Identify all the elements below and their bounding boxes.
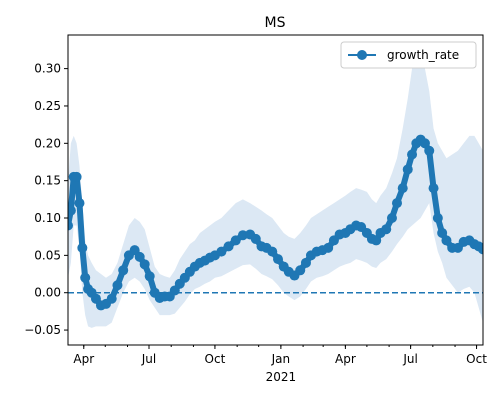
- legend-label: growth_rate: [387, 48, 459, 62]
- x-tick-label: Oct: [466, 352, 487, 366]
- data-point: [134, 251, 145, 262]
- data-point: [441, 235, 452, 246]
- y-tick-label: 0.25: [34, 99, 61, 113]
- y-tick-label: 0.00: [34, 286, 61, 300]
- data-point: [74, 198, 85, 209]
- data-point: [402, 164, 413, 175]
- data-point: [300, 257, 311, 268]
- x-tick-label: Oct: [205, 352, 226, 366]
- y-tick-label: 0.20: [34, 136, 61, 150]
- data-point: [71, 171, 82, 182]
- axes-frame: [67, 34, 484, 346]
- data-point: [407, 149, 418, 160]
- x-tick-label: Jul: [141, 352, 156, 366]
- data-point: [144, 271, 155, 282]
- data-point: [267, 246, 278, 257]
- data-point: [428, 183, 439, 194]
- data-point: [391, 198, 402, 209]
- legend-marker-sample: [357, 50, 367, 60]
- data-point: [371, 235, 382, 246]
- data-point: [478, 244, 483, 255]
- data-point: [386, 213, 397, 224]
- x-tick-label: Jan: [271, 352, 291, 366]
- data-point: [68, 220, 73, 231]
- confidence-band: [68, 53, 483, 328]
- data-point: [437, 227, 448, 238]
- data-point: [250, 233, 261, 244]
- data-point: [139, 259, 150, 270]
- data-point: [68, 205, 76, 216]
- data-point: [273, 254, 284, 265]
- y-tick-label: 0.05: [34, 248, 61, 262]
- x-tick-label: Apr: [73, 352, 94, 366]
- y-tick-label: 0.30: [34, 62, 61, 76]
- x-tick-label: Apr: [335, 352, 356, 366]
- legend-box: [340, 41, 477, 69]
- data-point: [80, 272, 91, 283]
- y-tick-label: 0.15: [34, 174, 61, 188]
- plot-area: −0.05 0.00 0.05 0.10 0.15 0.20 0.25 0.30 Apr Jul O…: [24, 34, 487, 384]
- data-point: [118, 265, 129, 276]
- x-tick-label: Jul: [402, 352, 417, 366]
- data-point: [323, 242, 334, 253]
- chart-title: MS: [265, 15, 286, 31]
- y-tick-label: −0.05: [24, 323, 61, 337]
- data-point: [223, 241, 234, 252]
- data-point: [419, 138, 430, 149]
- data-point: [397, 183, 408, 194]
- data-point: [381, 224, 392, 235]
- data-point: [295, 265, 306, 276]
- legend: growth_rate: [340, 41, 477, 69]
- data-point: [106, 293, 117, 304]
- data-point: [230, 235, 241, 246]
- data-point: [112, 280, 123, 291]
- x-year-label: 2021: [266, 370, 297, 384]
- data-point: [424, 145, 435, 156]
- y-tick-label: 0.10: [34, 211, 61, 225]
- data-point: [216, 246, 227, 257]
- data-point: [432, 213, 443, 224]
- data-point: [77, 242, 88, 253]
